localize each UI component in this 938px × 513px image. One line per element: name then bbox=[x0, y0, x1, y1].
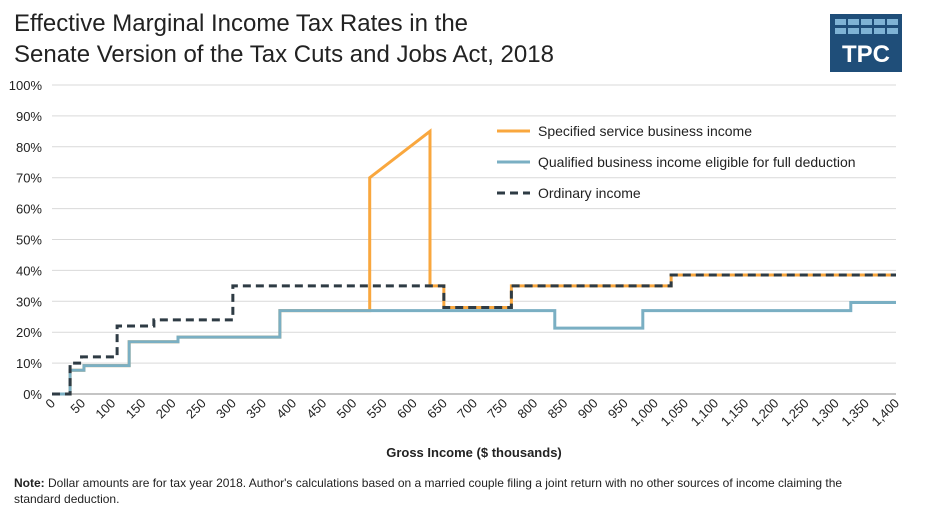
x-axis-label: Gross Income ($ thousands) bbox=[386, 445, 562, 460]
y-tick-label: 40% bbox=[16, 263, 42, 278]
title-line-2: Senate Version of the Tax Cuts and Jobs … bbox=[14, 41, 554, 68]
x-tick-label: 0 bbox=[42, 396, 58, 412]
x-tick-label: 1,400 bbox=[869, 396, 903, 430]
x-tick-label: 850 bbox=[545, 396, 571, 422]
x-tick-label: 100 bbox=[92, 396, 118, 422]
x-tick-label: 450 bbox=[303, 396, 329, 422]
y-tick-label: 70% bbox=[16, 171, 42, 186]
logo-square bbox=[861, 19, 872, 25]
note-label: Note: bbox=[14, 476, 45, 490]
chart-title: Effective Marginal Income Tax Rates in t… bbox=[14, 8, 554, 70]
x-tick-label: 650 bbox=[424, 396, 450, 422]
legend-label: Ordinary income bbox=[538, 185, 641, 201]
title-line-1: Effective Marginal Income Tax Rates in t… bbox=[14, 10, 469, 37]
x-tick-label: 1,300 bbox=[808, 396, 842, 430]
x-tick-label: 400 bbox=[273, 396, 299, 422]
x-tick-label: 350 bbox=[243, 396, 269, 422]
logo-square bbox=[887, 19, 898, 25]
y-tick-label: 10% bbox=[16, 356, 42, 371]
x-tick-label: 600 bbox=[394, 396, 420, 422]
x-tick-label: 250 bbox=[183, 396, 209, 422]
logo-square bbox=[874, 28, 885, 34]
x-tick-label: 1,200 bbox=[748, 396, 782, 430]
x-tick-label: 200 bbox=[153, 396, 179, 422]
x-tick-label: 300 bbox=[213, 396, 239, 422]
series-line-ordinary bbox=[52, 273, 896, 396]
y-tick-label: 90% bbox=[16, 109, 42, 124]
note-text: Dollar amounts are for tax year 2018. Au… bbox=[14, 476, 843, 506]
y-tick-label: 0% bbox=[23, 387, 42, 402]
x-tick-label: 1,050 bbox=[658, 396, 692, 430]
logo-square bbox=[835, 19, 846, 25]
legend-label: Qualified business income eligible for f… bbox=[538, 154, 856, 170]
tpc-logo: TPC bbox=[830, 14, 902, 72]
chart: 0%10%20%30%40%50%60%70%80%90%100%0 50 100 1… bbox=[9, 78, 903, 460]
y-tick-label: 50% bbox=[16, 233, 42, 248]
logo-square bbox=[861, 28, 872, 34]
logo-square bbox=[874, 19, 885, 25]
x-tick-label: 50 bbox=[67, 396, 88, 417]
logo-text: TPC bbox=[842, 41, 890, 68]
x-tick-label: 500 bbox=[334, 396, 360, 422]
series-line-specified bbox=[52, 128, 896, 396]
legend-label: Specified service business income bbox=[538, 123, 752, 139]
x-tick-label: 700 bbox=[454, 396, 480, 422]
footnote: Note: Dollar amounts are for tax year 20… bbox=[14, 475, 844, 507]
y-tick-label: 100% bbox=[9, 78, 43, 93]
series-line-qualified bbox=[52, 301, 896, 396]
logo-square bbox=[887, 28, 898, 34]
x-tick-label: 900 bbox=[575, 396, 601, 422]
logo-square bbox=[848, 28, 859, 34]
y-tick-label: 80% bbox=[16, 140, 42, 155]
x-tick-label: 1,150 bbox=[718, 396, 752, 430]
x-tick-label: 800 bbox=[514, 396, 540, 422]
x-tick-label: 1,100 bbox=[688, 396, 722, 430]
y-tick-label: 20% bbox=[16, 325, 42, 340]
x-tick-label: 550 bbox=[364, 396, 390, 422]
x-tick-label: 750 bbox=[484, 396, 510, 422]
x-tick-label: 1,000 bbox=[627, 396, 661, 430]
y-tick-label: 60% bbox=[16, 202, 42, 217]
x-tick-label: 150 bbox=[123, 396, 149, 422]
y-tick-label: 30% bbox=[16, 294, 42, 309]
x-tick-label: 1,350 bbox=[838, 396, 872, 430]
x-tick-label: 1,250 bbox=[778, 396, 812, 430]
logo-square bbox=[835, 28, 846, 34]
logo-square bbox=[848, 19, 859, 25]
